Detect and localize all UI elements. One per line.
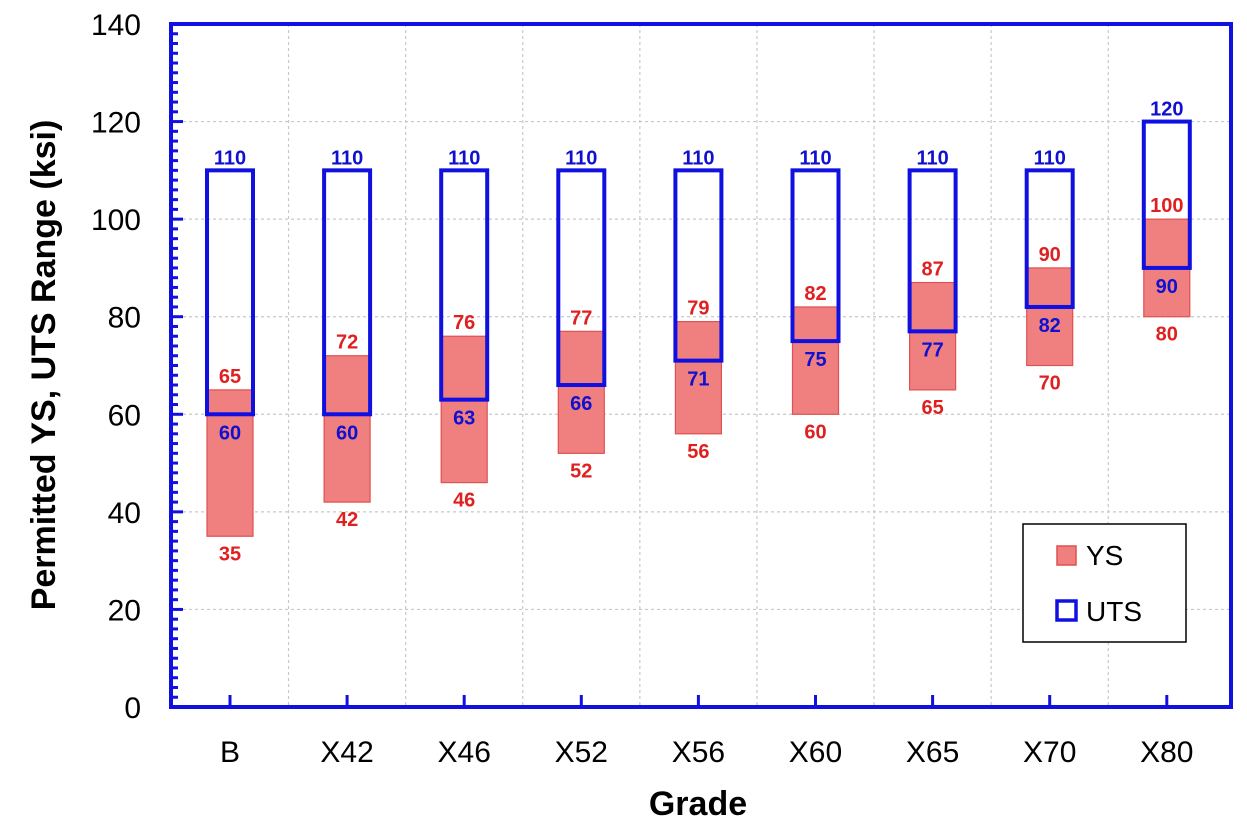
ys-max-label: 90 [1039,244,1061,266]
ys-bar [1026,267,1074,367]
uts-max-label: 110 [448,147,480,169]
uts-max-label: 120 [1150,99,1183,121]
uts-max-label: 110 [331,147,363,169]
y-tick-label: 140 [91,9,141,42]
uts-min-label: 82 [1039,315,1061,337]
x-tick-label: B [220,736,240,769]
x-tick-label: X46 [438,736,491,769]
uts-series [205,119,1192,417]
ys-min-label: 60 [804,421,826,443]
ys-max-label: 79 [687,298,709,320]
uts-min-label: 90 [1156,276,1178,298]
uts-min-label: 71 [687,369,709,391]
legend-ys-swatch [1056,545,1077,566]
y-tick-label: 80 [108,302,141,335]
ys-min-label: 65 [921,397,943,419]
uts-max-label: 110 [214,147,246,169]
ys-min-label: 70 [1039,373,1061,395]
ys-bar [908,281,957,391]
y-axis-title: Permitted YS, UTS Range (ksi) [25,120,63,611]
legend-uts-swatch [1055,599,1078,622]
ys-bar [674,320,723,435]
x-tick-label: X70 [1023,736,1076,769]
uts-bar [907,168,958,334]
ys-series [206,218,1191,537]
y-tick-label: 40 [108,497,141,530]
ys-max-label: 72 [336,332,358,354]
uts-min-label: 77 [921,339,943,361]
uts-bar [322,168,373,417]
x-axis-title: Grade [649,785,747,822]
x-tick-label: X56 [672,736,725,769]
ys-max-label: 87 [921,259,943,281]
data-labels: 110 35 65 60 110 42 72 60 110 46 76 63 110 52 77 66 110 5… [214,99,1184,566]
x-tick-labels: B X42 X46 X52 X56 X60 X65 X70 X80 [220,736,1194,769]
ys-bar [791,306,840,415]
x-tick-label: X60 [789,736,842,769]
legend-uts-label: UTS [1086,596,1142,627]
y-tick-label: 100 [91,204,141,237]
ys-min-label: 56 [687,441,709,463]
uts-min-label: 60 [336,422,358,444]
ys-min-label: 42 [336,509,358,531]
uts-max-label: 110 [565,147,597,169]
uts-max-label: 110 [682,147,714,169]
ys-bar [323,355,371,503]
uts-max-label: 110 [799,147,831,169]
ys-min-label: 52 [570,460,592,482]
y-tick-labels: 0 20 40 60 80 100 120 140 [91,9,141,725]
ys-bar [206,389,254,537]
uts-min-label: 75 [804,349,826,371]
uts-max-label: 110 [916,147,948,169]
ys-max-label: 65 [219,366,241,388]
ys-min-label: 35 [219,543,241,565]
uts-bar [556,168,607,388]
uts-max-label: 110 [1034,147,1066,169]
y-tick-label: 0 [124,692,141,725]
ys-max-label: 76 [453,312,475,334]
y-tick-label: 20 [108,594,141,627]
x-tick-label: X65 [906,736,959,769]
x-tick-label: X80 [1140,736,1193,769]
uts-bar [439,168,490,402]
uts-bar [673,168,724,363]
ys-max-label: 77 [570,307,592,329]
uts-bar [1024,168,1075,309]
x-tick-label: X52 [555,736,608,769]
x-tick-label: X42 [320,736,373,769]
ys-max-label: 100 [1150,195,1183,217]
y-tick-label: 60 [108,399,141,432]
legend-box [1022,523,1187,643]
uts-min-label: 66 [570,393,592,415]
ys-min-label: 80 [1156,324,1178,346]
ys-bar [440,335,488,484]
legend-ys-label: YS [1086,540,1123,571]
ys-min-label: 46 [453,490,475,512]
ys-max-label: 82 [804,283,826,305]
uts-bar [205,168,255,417]
uts-min-label: 60 [219,422,241,444]
legend: YS UTS [1022,523,1187,643]
uts-min-label: 63 [453,408,475,430]
uts-bar [1141,119,1192,270]
y-minor-ticks [171,22,1169,709]
uts-bar [790,168,841,344]
ys-bar [557,330,605,454]
y-tick-label: 120 [91,107,141,140]
